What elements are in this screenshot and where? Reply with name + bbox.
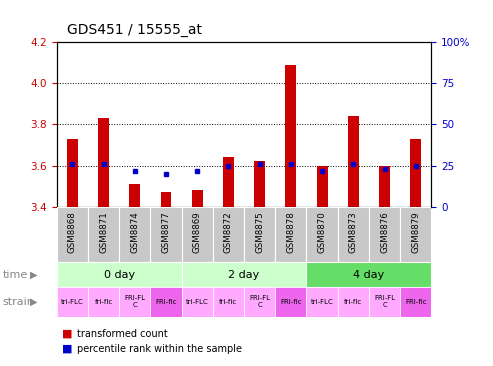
Text: ■: ■ xyxy=(62,344,72,354)
Text: GSM8869: GSM8869 xyxy=(193,211,202,253)
Text: ■: ■ xyxy=(62,329,72,339)
Text: GSM8874: GSM8874 xyxy=(130,211,139,253)
Text: ▶: ▶ xyxy=(30,269,37,280)
Bar xyxy=(67,139,78,207)
Bar xyxy=(275,207,307,262)
Text: GSM8876: GSM8876 xyxy=(380,211,389,253)
Text: transformed count: transformed count xyxy=(77,329,168,339)
Bar xyxy=(213,207,244,262)
Bar xyxy=(181,262,307,287)
Text: FRI-flc: FRI-flc xyxy=(280,299,302,305)
Text: GSM8868: GSM8868 xyxy=(68,211,77,253)
Text: strain: strain xyxy=(2,297,35,307)
Text: tri-FLC: tri-FLC xyxy=(61,299,84,305)
Bar xyxy=(57,262,181,287)
Text: GSM8877: GSM8877 xyxy=(162,211,171,253)
Bar xyxy=(338,207,369,262)
Text: FRI-FL
C: FRI-FL C xyxy=(374,295,395,309)
Bar xyxy=(317,165,327,207)
Bar xyxy=(150,207,181,262)
Bar xyxy=(369,287,400,317)
Bar xyxy=(307,207,338,262)
Bar xyxy=(57,207,88,262)
Bar xyxy=(307,287,338,317)
Text: 4 day: 4 day xyxy=(353,269,385,280)
Bar xyxy=(119,207,150,262)
Bar xyxy=(150,287,181,317)
Bar xyxy=(181,287,213,317)
Text: GSM8879: GSM8879 xyxy=(411,211,420,253)
Text: time: time xyxy=(2,269,28,280)
Bar xyxy=(192,190,203,207)
Bar xyxy=(338,287,369,317)
Text: ▶: ▶ xyxy=(30,297,37,307)
Bar xyxy=(57,287,88,317)
Bar xyxy=(213,287,244,317)
Bar xyxy=(181,207,213,262)
Bar xyxy=(119,287,150,317)
Bar xyxy=(254,161,265,207)
Text: FRI-FL
C: FRI-FL C xyxy=(249,295,270,309)
Bar xyxy=(348,116,359,207)
Bar xyxy=(98,118,109,207)
Bar xyxy=(223,157,234,207)
Bar xyxy=(161,193,172,207)
Text: 0 day: 0 day xyxy=(104,269,135,280)
Text: percentile rank within the sample: percentile rank within the sample xyxy=(77,344,243,354)
Text: fri-flc: fri-flc xyxy=(219,299,238,305)
Text: 2 day: 2 day xyxy=(228,269,260,280)
Text: tri-FLC: tri-FLC xyxy=(186,299,209,305)
Bar xyxy=(129,184,140,207)
Text: GDS451 / 15555_at: GDS451 / 15555_at xyxy=(67,23,202,37)
Bar xyxy=(88,287,119,317)
Text: GSM8878: GSM8878 xyxy=(286,211,295,253)
Bar xyxy=(400,287,431,317)
Bar xyxy=(244,287,275,317)
Bar xyxy=(244,207,275,262)
Text: GSM8873: GSM8873 xyxy=(349,211,358,253)
Bar xyxy=(369,207,400,262)
Bar xyxy=(275,287,307,317)
Bar xyxy=(88,207,119,262)
Text: tri-FLC: tri-FLC xyxy=(311,299,333,305)
Text: FRI-flc: FRI-flc xyxy=(405,299,426,305)
Text: fri-flc: fri-flc xyxy=(94,299,113,305)
Text: fri-flc: fri-flc xyxy=(344,299,362,305)
Bar xyxy=(410,139,421,207)
Text: GSM8871: GSM8871 xyxy=(99,211,108,253)
Bar xyxy=(307,262,431,287)
Bar xyxy=(379,165,390,207)
Text: FRI-FL
C: FRI-FL C xyxy=(124,295,145,309)
Text: GSM8870: GSM8870 xyxy=(317,211,326,253)
Bar xyxy=(400,207,431,262)
Bar xyxy=(285,65,296,207)
Text: GSM8875: GSM8875 xyxy=(255,211,264,253)
Text: GSM8872: GSM8872 xyxy=(224,211,233,253)
Text: FRI-flc: FRI-flc xyxy=(155,299,177,305)
